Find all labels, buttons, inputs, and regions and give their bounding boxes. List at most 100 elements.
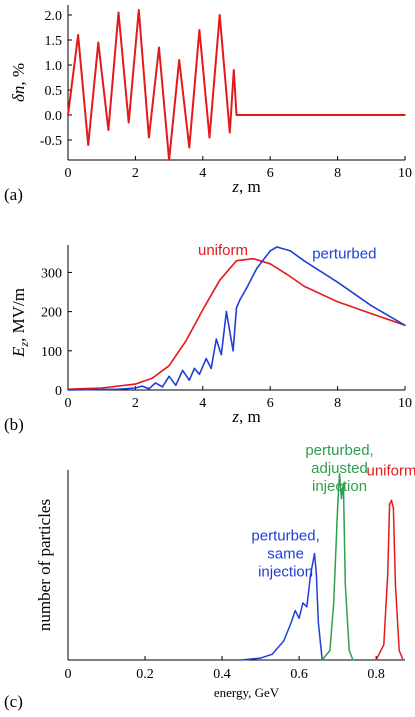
uniform-data-point	[185, 340, 187, 342]
perturbed-data-point	[404, 324, 406, 327]
y-tick-label: 1.0	[45, 59, 63, 74]
delta-n-data-point	[235, 114, 238, 116]
x-tick-label: 0	[65, 396, 72, 411]
perturbed-data-point	[198, 373, 201, 376]
histogram-data-point	[271, 653, 273, 655]
x-tick-label: 0.6	[290, 667, 308, 682]
perturbed-data-point	[134, 387, 137, 389]
histogram-data-point	[390, 499, 393, 502]
histogram-data-point	[348, 649, 350, 652]
uniform-data-point	[202, 308, 204, 311]
uniform-data-point	[134, 383, 137, 385]
histogram-data-point	[259, 657, 262, 659]
series-label-line: injection	[258, 563, 313, 580]
y-tick-label: 2.0	[45, 9, 63, 24]
histogram-data-point	[383, 644, 385, 646]
histogram-data-point	[388, 503, 391, 505]
y-tick-label: 0.5	[45, 84, 63, 99]
y-tick-label: 200	[41, 306, 62, 321]
histogram-data-point	[306, 606, 308, 608]
histogram-data-point	[392, 507, 395, 509]
perturbed-data-point	[148, 388, 150, 390]
delta-n-data-point	[198, 29, 201, 31]
perturbed-data-point	[188, 379, 191, 381]
series-label-line: perturbed,	[251, 527, 319, 544]
uniform-data-point	[252, 258, 255, 260]
histogram-data-point	[315, 573, 318, 576]
perturbed-data-point	[154, 382, 157, 384]
histogram-data-point	[240, 659, 243, 661]
perturbed-data-point	[67, 389, 69, 391]
uniform-data-point	[286, 273, 288, 276]
uniform-data-point	[151, 377, 153, 379]
x-tick-label: 0	[65, 166, 72, 181]
x-tick-label: 2	[132, 396, 139, 411]
perturbed-series-label: perturbed	[312, 246, 376, 263]
delta-n-data-point	[117, 11, 120, 14]
histogram-data-point	[317, 621, 320, 623]
y-axis-label-var: E	[9, 346, 28, 358]
panel-label: (a)	[4, 185, 23, 204]
y-axis-label-unit: , MV/m	[9, 288, 28, 342]
histogram-data-point	[290, 621, 293, 623]
perturbed-data-point	[232, 350, 234, 352]
perturbed-data-point	[175, 384, 177, 386]
x-tick-label: 0.8	[367, 667, 385, 682]
perturbed-data-point	[239, 299, 241, 301]
histogram-data-point	[394, 583, 397, 585]
delta-n-data-point	[127, 121, 130, 124]
perturbed-data-point	[161, 386, 164, 388]
x-tick-label: 6	[267, 396, 274, 411]
uniform-data-point	[101, 387, 103, 389]
delta-n-data-point	[404, 114, 406, 116]
perturbed-data-point	[205, 357, 207, 360]
y-axis-label: Ez, MV/m	[9, 288, 31, 358]
perturbed-data-point	[245, 287, 248, 289]
histogram-series-line	[241, 552, 323, 661]
uniform-data-point	[303, 285, 305, 287]
y-tick-label: 100	[41, 345, 62, 360]
uniform-data-point	[336, 301, 339, 303]
x-tick-label: 10	[398, 396, 412, 411]
histogram-data-point	[282, 640, 285, 642]
perturbed-data-point	[269, 250, 271, 252]
delta-n-data-point	[67, 114, 69, 116]
y-axis-label-sub: z	[17, 342, 31, 348]
perturbed-data-point	[229, 334, 232, 336]
perturbed-data-point	[276, 246, 278, 248]
delta-n-data-point	[107, 129, 110, 131]
histogram-data-point	[321, 659, 323, 661]
panel-label: (c)	[4, 692, 23, 711]
perturbed-data-point	[225, 310, 228, 313]
x-tick-label: 8	[334, 396, 341, 411]
x-axis-label-var: z	[231, 177, 239, 196]
uniform-data-point	[218, 279, 221, 281]
perturbed-data-point	[220, 354, 223, 356]
x-tick-label: 0.4	[213, 667, 231, 682]
delta-n-data-point	[208, 136, 211, 139]
x-axis-label-unit: , m	[239, 407, 261, 426]
y-axis-label: δn, %	[9, 63, 28, 102]
histogram-data-point	[294, 609, 296, 612]
perturbed-data-point	[141, 385, 143, 387]
histogram-data-point	[329, 649, 331, 652]
perturbed-data-point	[193, 367, 196, 370]
delta-n-data-point	[178, 59, 181, 61]
delta-n-data-point	[233, 69, 235, 71]
delta-n-data-point	[87, 144, 90, 146]
perturbed-data-point	[181, 369, 184, 372]
delta-n-series-line	[67, 9, 405, 161]
panel-label: (b)	[4, 415, 24, 434]
x-tick-label: 6	[267, 166, 274, 181]
histogram-data-point	[386, 573, 389, 576]
uniform-data-point	[168, 365, 170, 367]
histogram-data-point	[375, 659, 377, 661]
x-tick-label: 8	[334, 166, 341, 181]
series-label-line: perturbed,	[305, 442, 373, 459]
uniform-series-label: uniform	[198, 242, 248, 259]
histogram-data-point	[298, 617, 300, 619]
y-tick-label: 1.5	[45, 34, 63, 49]
y-axis-label-var: δn	[9, 86, 28, 102]
